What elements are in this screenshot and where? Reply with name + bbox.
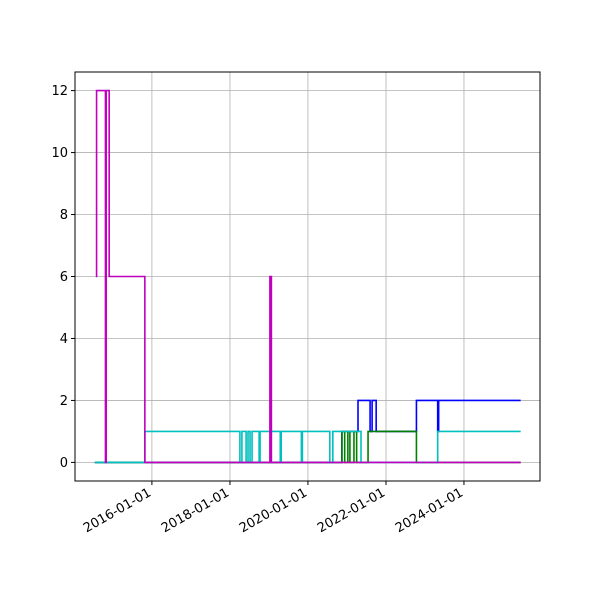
y-tick-label: 6 [60, 270, 68, 285]
step-line [94, 430, 521, 464]
y-tick-label: 0 [60, 456, 68, 471]
y-tick-label: 2 [60, 394, 68, 409]
x-tick-label: 2022-01-01 [315, 485, 388, 536]
y-tick-label: 4 [60, 332, 68, 347]
x-tick-label: 2016-01-01 [81, 485, 154, 536]
x-tick-label: 2024-01-01 [393, 485, 466, 536]
plot-frame [74, 71, 541, 482]
y-tick-label: 12 [51, 84, 68, 99]
y-tick-label: 10 [51, 146, 68, 161]
x-tick-label: 2018-01-01 [159, 485, 232, 536]
y-tick-label: 8 [60, 208, 68, 223]
x-tick-label: 2020-01-01 [237, 485, 310, 536]
step-line [95, 89, 521, 464]
